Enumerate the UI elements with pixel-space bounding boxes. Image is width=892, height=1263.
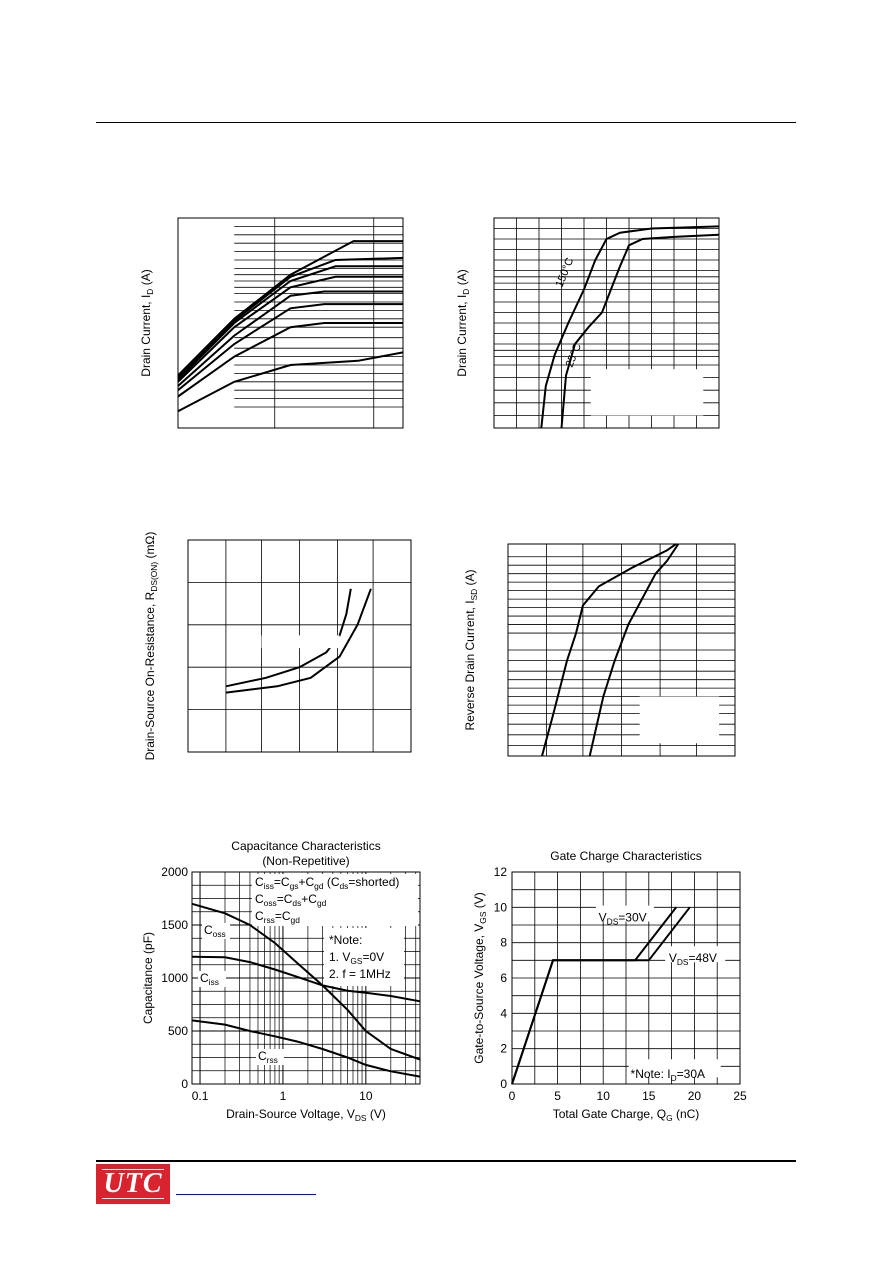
x-tick-label: 15	[642, 1089, 656, 1103]
header-rule	[96, 122, 796, 123]
y-tick-label: 2000	[161, 865, 188, 879]
chart-capacitance: Capacitance Characteristics(Non-Repetiti…	[141, 839, 421, 1123]
series-label-1: VDS=48V	[669, 951, 717, 967]
note-box	[324, 928, 404, 986]
plot-frame	[493, 217, 720, 429]
chart-transfer-characteristics: Drain Current, ID (A) 150°C25°C	[455, 217, 720, 429]
series-line-2	[191, 1019, 421, 1078]
series-label-bg-0	[595, 905, 654, 922]
footer-link[interactable]	[176, 1194, 316, 1195]
inner-label-box	[261, 635, 340, 649]
y-tick-label: 0	[181, 1077, 188, 1091]
series-line-1	[177, 322, 403, 398]
utc-logo-text: UTC	[103, 1168, 163, 1199]
series-label-bg-1	[198, 971, 226, 987]
series-line-1	[225, 588, 372, 694]
chart-on-resistance: Drain-Source On-Resistance, RDS(ON) (mΩ)	[143, 532, 412, 761]
series-label-0: Coss	[204, 923, 226, 939]
chart-title: Gate Charge Characteristics	[550, 849, 701, 863]
series-label-1: Ciss	[200, 971, 219, 987]
x-tick-label: 10	[359, 1089, 373, 1103]
y-tick-label: 8	[500, 936, 507, 950]
y-tick-label: 1000	[161, 971, 188, 985]
y-axis-label: Drain Current, ID (A)	[139, 269, 155, 376]
utc-logo: UTC	[96, 1164, 170, 1204]
series-line-0	[177, 351, 404, 413]
y-tick-label: 0	[500, 1077, 507, 1091]
series-line-4	[177, 275, 403, 383]
series-line-1	[191, 955, 421, 1003]
plot-frame	[507, 543, 736, 757]
y-tick-label: 4	[500, 1006, 507, 1020]
series-line-1	[540, 225, 720, 429]
y-tick-label: 1500	[161, 918, 188, 932]
y-axis-label: Capacitance (pF)	[141, 932, 155, 1024]
series-label-bg-1	[665, 946, 726, 963]
x-tick-label: 0	[509, 1089, 516, 1103]
series-line-1	[588, 543, 680, 757]
series-label-0: VDS=30V	[599, 910, 647, 926]
y-axis-label: Drain-Source On-Resistance, RDS(ON) (mΩ)	[143, 532, 159, 761]
series-line-7	[177, 240, 403, 377]
x-tick-label: 20	[688, 1089, 702, 1103]
x-tick-label: 0.1	[192, 1089, 209, 1103]
series-label-bg-0	[202, 923, 230, 939]
plot-frame	[511, 871, 741, 1085]
x-axis-label: Drain-Source Voltage, VDS (V)	[226, 1107, 386, 1123]
chart-output-characteristics: Drain Current, ID (A)	[139, 217, 404, 429]
legend-box	[590, 369, 704, 416]
series-label-bg-2	[256, 1049, 284, 1065]
y-tick-label: 500	[168, 1024, 188, 1038]
y-axis-label: Drain Current, ID (A)	[455, 269, 471, 376]
x-axis-label: Total Gate Charge, QG (nC)	[553, 1107, 700, 1123]
y-axis-label: Reverse Drain Current, ISD (A)	[463, 569, 479, 730]
chart-title: Capacitance Characteristics	[231, 839, 380, 853]
series-line-0	[225, 588, 352, 688]
note-text: *Note: ID=30A	[631, 1067, 705, 1083]
series-line-3	[177, 290, 403, 387]
x-tick-label: 10	[597, 1089, 611, 1103]
plot-frame	[191, 871, 421, 1085]
chart-gate-charge: Gate Charge Characteristics VDS=30V VDS=48…	[472, 849, 747, 1123]
note-line-2: 2. f = 1MHz	[329, 967, 391, 981]
annotation-150c: 150°C	[554, 256, 577, 289]
x-tick-label: 25	[733, 1089, 747, 1103]
y-tick-label: 12	[494, 865, 508, 879]
footer-rule	[96, 1160, 796, 1162]
series-line-5	[177, 265, 403, 381]
y-tick-label: 2	[500, 1042, 507, 1056]
series-line-0	[560, 233, 720, 429]
legend-box	[252, 874, 418, 926]
legend-line-2: Crss=Cgd	[255, 909, 300, 925]
series-line-0	[191, 902, 421, 1061]
legend-line-1: Coss=Cds+Cgd	[255, 892, 327, 908]
y-axis-label: Gate-to-Source Voltage, VGS (V)	[472, 892, 488, 1064]
series-label-2: Crss	[258, 1049, 278, 1065]
legend-line-0: Ciss=Cgs+Cgd (Cds=shorted)	[255, 875, 399, 891]
series-line-1	[511, 906, 691, 1085]
x-tick-label: 1	[280, 1089, 287, 1103]
y-tick-label: 10	[494, 900, 508, 914]
chart-reverse-drain-current: Reverse Drain Current, ISD (A)	[463, 543, 736, 757]
note-line-0: *Note:	[329, 933, 362, 947]
plot-frame	[187, 539, 412, 753]
series-line-0	[541, 543, 677, 757]
series-line-2	[177, 303, 403, 391]
note-bg	[628, 1059, 721, 1078]
chart-subtitle: (Non-Repetitive)	[262, 854, 349, 868]
y-tick-label: 6	[500, 971, 507, 985]
note-line-1: 1. VGS=0V	[329, 950, 384, 966]
legend-box	[639, 696, 720, 744]
series-line-6	[177, 256, 404, 379]
x-tick-label: 5	[554, 1089, 561, 1103]
